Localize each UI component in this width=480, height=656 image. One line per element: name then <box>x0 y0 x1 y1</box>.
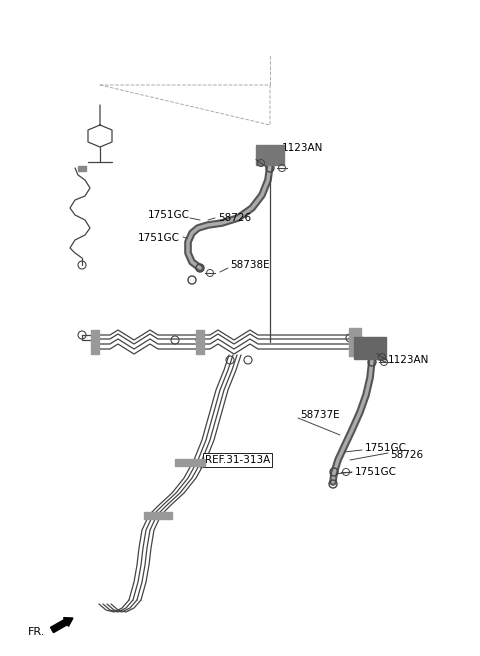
Bar <box>196 330 204 354</box>
Bar <box>175 459 205 466</box>
Bar <box>91 330 99 354</box>
Bar <box>144 512 172 518</box>
Text: 1123AN: 1123AN <box>388 355 430 365</box>
Bar <box>349 328 361 356</box>
Text: 1751GC: 1751GC <box>138 233 180 243</box>
Text: 58738E: 58738E <box>230 260 270 270</box>
FancyArrow shape <box>50 618 73 632</box>
Text: 1751GC: 1751GC <box>365 443 407 453</box>
Text: 58726: 58726 <box>218 213 251 223</box>
Bar <box>78 165 86 171</box>
Text: 58726: 58726 <box>390 450 423 460</box>
Text: FR.: FR. <box>28 627 46 637</box>
Text: 1751GC: 1751GC <box>355 467 397 477</box>
Text: 1751GC: 1751GC <box>148 210 190 220</box>
Text: 1123AN: 1123AN <box>282 143 324 153</box>
Bar <box>256 145 284 165</box>
Text: REF.31-313A: REF.31-313A <box>205 455 270 465</box>
Bar <box>354 337 386 359</box>
Text: 58737E: 58737E <box>300 410 340 420</box>
